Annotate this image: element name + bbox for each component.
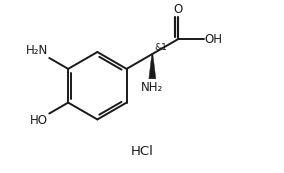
Text: OH: OH: [205, 33, 223, 46]
Text: &1: &1: [154, 43, 167, 52]
Polygon shape: [149, 54, 156, 79]
Text: NH₂: NH₂: [141, 81, 164, 94]
Text: H₂N: H₂N: [26, 44, 48, 57]
Text: HO: HO: [30, 115, 48, 128]
Text: O: O: [174, 3, 183, 16]
Text: HCl: HCl: [131, 145, 153, 158]
